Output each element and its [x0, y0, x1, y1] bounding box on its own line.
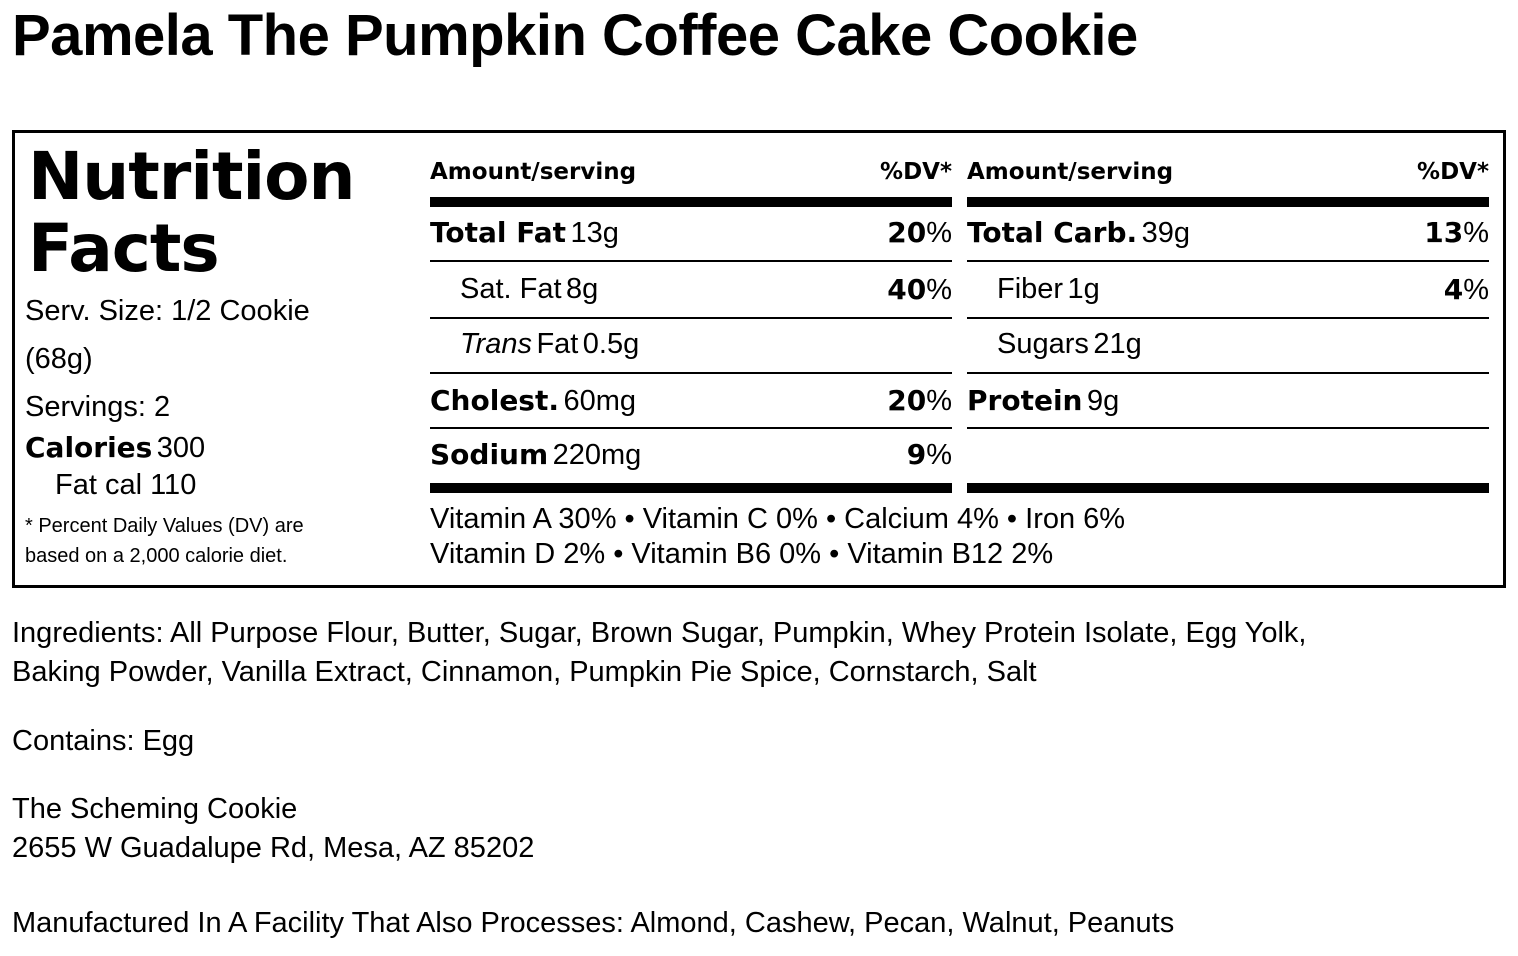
heading-line-2: Facts [28, 210, 220, 287]
footnote: * Percent Daily Values (DV) are based on… [25, 511, 304, 571]
percent-sign: % [1463, 274, 1489, 306]
nutrient-amount: 0.5g [582, 328, 640, 360]
nutrient-name: Total Carb. [967, 216, 1138, 249]
nutrient-row: Protein 9g [967, 384, 1489, 436]
footnote-line-2: based on a 2,000 calorie diet. [25, 545, 288, 567]
product-title: Pamela The Pumpkin Coffee Cake Cookie [12, 3, 1138, 68]
nutrient-row: Sat. Fat 8g 40% [460, 273, 952, 325]
thick-rule [430, 197, 952, 207]
nutrient-row: Total Carb. 39g 13% [967, 216, 1489, 268]
thick-rule-bottom [430, 483, 952, 493]
row-divider [430, 260, 952, 262]
servings: Servings: 2 [25, 391, 171, 423]
nutrient-amount: 13g [570, 217, 619, 249]
footnote-line-1: * Percent Daily Values (DV) are [25, 515, 304, 537]
nutrient-dv: 20% [887, 216, 952, 250]
facility-note: Manufactured In A Facility That Also Pro… [12, 907, 1175, 939]
row-divider [967, 427, 1489, 429]
row-divider [430, 427, 952, 429]
dv-value: 4 [1443, 273, 1464, 306]
nutrient-amount: 8g [566, 273, 599, 305]
amount-serving-header: Amount/serving [967, 159, 1174, 185]
nutrient-column-right: Amount/serving %DV* Total Carb. 39g 13% Fibe… [967, 133, 1489, 503]
heading-line-1: Nutrition [28, 138, 355, 215]
nutrient-amount: 60mg [563, 385, 636, 417]
nutrient-name-suffix: Fat [536, 328, 579, 360]
vitamins-line-2: Vitamin D 2% • Vitamin B6 0% • Vitamin B… [430, 538, 1054, 570]
percent-sign: % [926, 217, 952, 249]
nutrient-row: Trans Fat 0.5g [460, 328, 952, 380]
nutrient-row: Sodium 220mg 9% [430, 438, 952, 490]
nutrient-name: Sat. Fat [460, 273, 562, 305]
nutrient-amount: 220mg [552, 439, 642, 471]
nutrition-facts-heading: Nutrition Facts [28, 138, 355, 287]
serving-size: Serv. Size: 1/2 Cookie [25, 295, 310, 327]
nutrient-row: Cholest. 60mg 20% [430, 384, 952, 436]
nutrient-name: Trans [460, 328, 532, 360]
dv-header: %DV* [1417, 159, 1489, 185]
percent-sign: % [1463, 217, 1489, 249]
vitamins-line-1: Vitamin A 30% • Vitamin C 0% • Calcium 4… [430, 503, 1126, 535]
nutrient-dv: 4% [1444, 273, 1489, 307]
dv-value: 20 [887, 216, 927, 249]
nutrient-name: Fiber [997, 273, 1064, 305]
ingredients-line-1: Ingredients: All Purpose Flour, Butter, … [12, 617, 1307, 649]
amount-serving-header: Amount/serving [430, 159, 637, 185]
calories-value: 300 [156, 432, 206, 464]
allergen-contains: Contains: Egg [12, 725, 195, 757]
fat-calories: Fat cal 110 [55, 469, 197, 501]
nutrient-dv: 9% [907, 438, 952, 472]
row-divider [430, 317, 952, 319]
company-name: The Scheming Cookie [12, 793, 298, 825]
calories: Calories 300 [25, 431, 205, 465]
dv-value: 13 [1424, 216, 1464, 249]
nutrient-name: Sugars [997, 328, 1089, 360]
row-divider [967, 372, 1489, 374]
nutrition-facts-panel: Nutrition Facts Serv. Size: 1/2 Cookie (… [12, 130, 1506, 588]
percent-sign: % [926, 274, 952, 306]
nutrient-amount: 9g [1086, 385, 1120, 417]
nutrient-amount: 21g [1093, 328, 1142, 360]
percent-sign: % [926, 385, 952, 417]
nutrient-name: Cholest. [430, 384, 559, 417]
nutrient-name: Sodium [430, 438, 549, 471]
nutrient-amount: 1g [1067, 273, 1100, 305]
dv-header: %DV* [880, 159, 952, 185]
row-divider [967, 260, 1489, 262]
thick-rule-bottom [967, 483, 1489, 493]
calories-label: Calories [25, 431, 153, 464]
nutrient-dv: 40% [887, 273, 952, 307]
company-address: 2655 W Guadalupe Rd, Mesa, AZ 85202 [12, 832, 535, 864]
thick-rule [967, 197, 1489, 207]
dv-value: 40 [887, 273, 927, 306]
nutrient-name: Total Fat [430, 216, 567, 249]
ingredients-line-2: Baking Powder, Vanilla Extract, Cinnamon… [12, 656, 1037, 688]
nutrient-name: Protein [967, 384, 1083, 417]
nutrient-dv: 13% [1424, 216, 1489, 250]
serving-size-grams: (68g) [25, 343, 93, 375]
nutrient-amount: 39g [1141, 217, 1191, 249]
nutrient-row: Sugars 21g [997, 328, 1489, 380]
percent-sign: % [926, 439, 952, 471]
row-divider [430, 372, 952, 374]
nutrient-column-left: Amount/serving %DV* Total Fat 13g 20% Sat. F… [430, 133, 952, 503]
dv-value: 9 [906, 438, 927, 471]
dv-value: 20 [887, 384, 927, 417]
nutrient-row: Fiber 1g 4% [997, 273, 1489, 325]
nutrient-row: Total Fat 13g 20% [430, 216, 952, 268]
nutrient-dv: 20% [887, 384, 952, 418]
row-divider [967, 317, 1489, 319]
